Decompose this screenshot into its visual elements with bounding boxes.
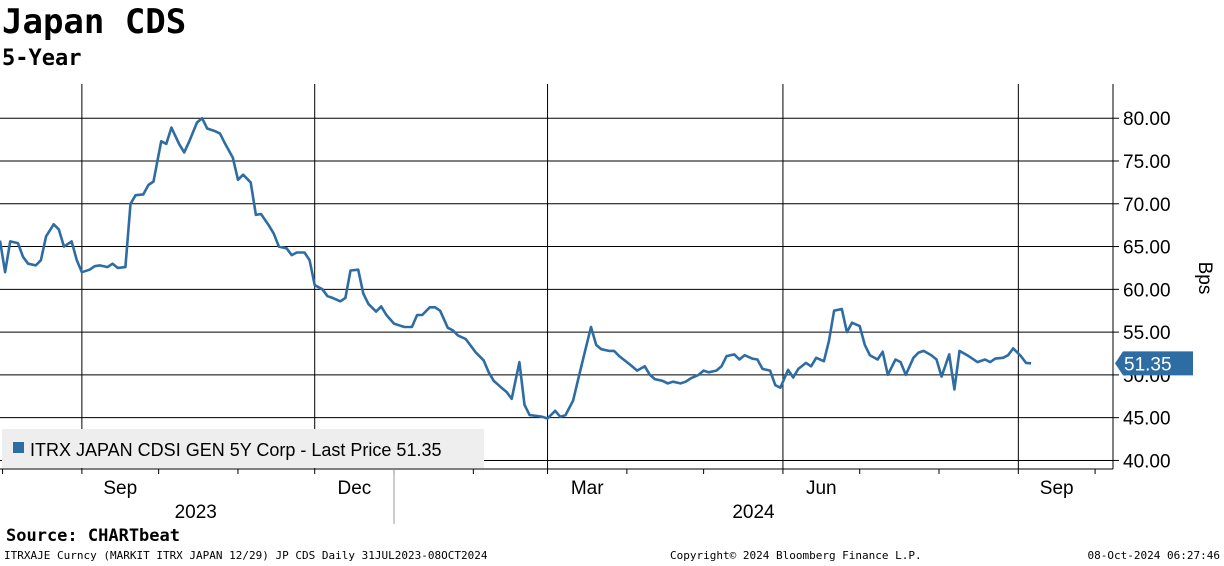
y-tick-label: 80.00 (1123, 109, 1171, 130)
copyright-notice: Copyright© 2024 Bloomberg Finance L.P. (670, 549, 922, 562)
timestamp: 08-Oct-2024 06:27:46 (1087, 549, 1220, 562)
x-tick-label: Mar (571, 478, 604, 499)
line-chart: 40.0045.0050.0055.0060.0065.0070.0075.00… (0, 84, 1215, 524)
legend-label: ITRX JAPAN CDSI GEN 5Y Corp - Last Price… (30, 440, 441, 460)
y-tick-label: 45.00 (1123, 409, 1171, 430)
y-axis-label: Bps (1194, 262, 1215, 295)
chart-title: Japan CDS (2, 2, 187, 42)
last-price-tag (1115, 351, 1193, 376)
legend-box (2, 429, 484, 468)
y-tick-label: 75.00 (1123, 152, 1171, 173)
x-tick-label: Dec (337, 478, 371, 499)
legend-swatch (13, 442, 24, 453)
year-label: 2024 (732, 502, 775, 523)
x-tick-label: Sep (1040, 478, 1074, 499)
year-label: 2023 (175, 502, 217, 523)
y-tick-label: 55.00 (1123, 323, 1171, 344)
series-line (0, 116, 1032, 420)
y-tick-label: 60.00 (1123, 280, 1171, 301)
y-tick-label: 70.00 (1123, 195, 1171, 216)
y-tick-label: 65.00 (1123, 238, 1171, 259)
x-tick-label: Jun (806, 478, 837, 499)
x-tick-label: Sep (103, 478, 137, 499)
last-price-label: 51.35 (1124, 354, 1172, 375)
chart-subtitle: 5-Year (2, 46, 82, 71)
source-label: Source: CHARTbeat (6, 526, 180, 546)
y-tick-label: 40.00 (1123, 451, 1171, 472)
security-description: ITRXAJE Curncy (MARKIT ITRX JAPAN 12/29)… (4, 549, 488, 562)
